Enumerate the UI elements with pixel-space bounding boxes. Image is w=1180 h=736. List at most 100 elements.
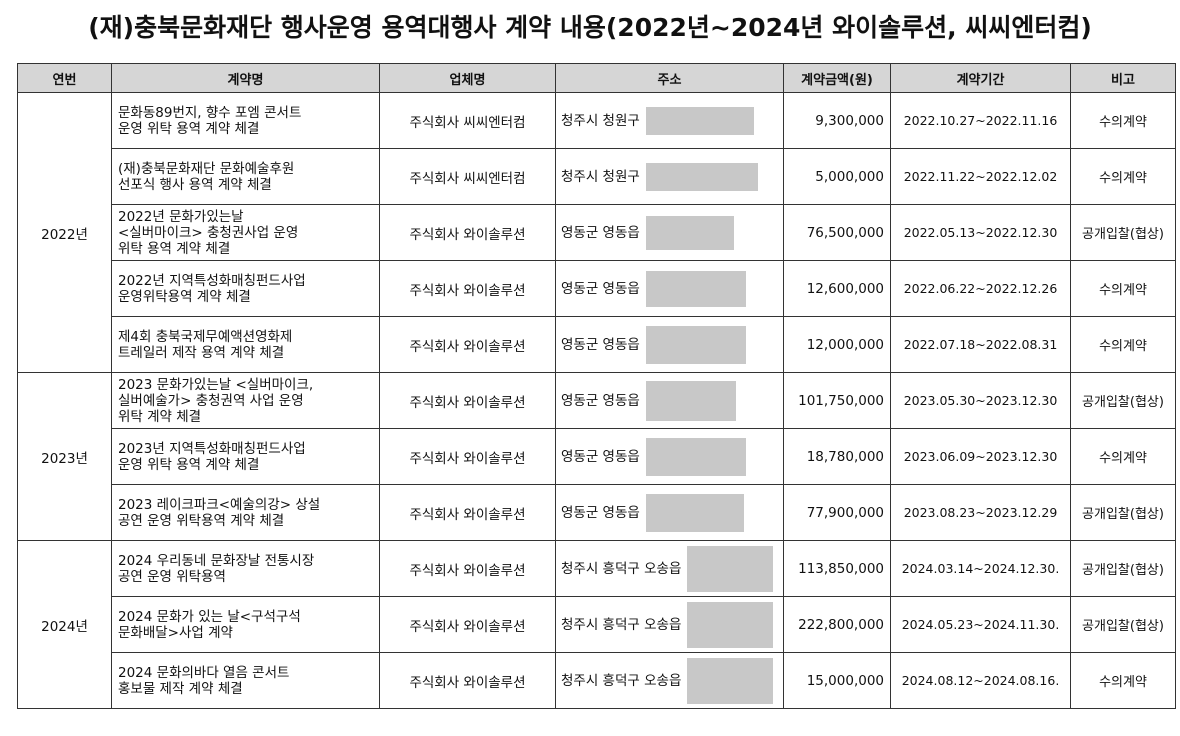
- amount-cell: 222,800,000: [783, 596, 891, 653]
- vendor-cell: 주식회사 씨씨엔터컴: [379, 148, 556, 205]
- contract-name-cell: 2024 문화가 있는 날<구석구석 문화배달>사업 계약: [111, 596, 380, 653]
- address-text: 청주시 청원구: [561, 112, 640, 129]
- period-cell: 2022.07.18~2022.08.31: [890, 316, 1071, 373]
- redaction-box: [645, 106, 754, 135]
- address-cell: 청주시 흥덕구 오송읍: [555, 652, 784, 709]
- period-cell: 2022.05.13~2022.12.30: [890, 204, 1071, 261]
- address-text: 영동군 영동읍: [561, 504, 640, 521]
- address-text: 영동군 영동읍: [561, 280, 640, 297]
- address-cell: 영동군 영동읍: [555, 428, 784, 485]
- address-text: 영동군 영동읍: [561, 448, 640, 465]
- vendor-cell: 주식회사 와이솔루션: [379, 596, 556, 653]
- note-cell: 공개입찰(협상): [1070, 540, 1176, 597]
- header-cell-serial: 연번: [17, 63, 112, 93]
- address-text: 영동군 영동읍: [561, 336, 640, 353]
- period-cell: 2023.08.23~2023.12.29: [890, 484, 1071, 541]
- period-cell: 2023.06.09~2023.12.30: [890, 428, 1071, 485]
- contract-name-cell: 2023 문화가있는날 <실버마이크, 실버예술가> 충청권역 사업 운영 위탁…: [111, 372, 380, 429]
- period-cell: 2023.05.30~2023.12.30: [890, 372, 1071, 429]
- amount-cell: 113,850,000: [783, 540, 891, 597]
- redaction-box: [645, 437, 746, 476]
- table-row: 2023 레이크파크<예술의강> 상설 공연 운영 위탁용역 계약 체결 주식회사…: [18, 484, 1176, 541]
- redaction-box: [645, 380, 736, 421]
- address-text: 영동군 영동읍: [561, 224, 640, 241]
- vendor-cell: 주식회사 와이솔루션: [379, 652, 556, 709]
- header-cell-period: 계약기간: [890, 63, 1071, 93]
- contract-name-cell: 2022년 문화가있는날 <실버마이크> 충청권사업 운영 위탁 용역 계약 체…: [111, 204, 380, 261]
- redaction-box: [645, 325, 746, 364]
- contract-name-cell: 2024 우리동네 문화장날 전통시장 공연 운영 위탁용역: [111, 540, 380, 597]
- address-cell: 청주시 청원구: [555, 92, 784, 149]
- document-title: (재)충북문화재단 행사운영 용역대행사 계약 내용(2022년~2024년 와…: [88, 13, 1092, 42]
- header-cell-address: 주소: [555, 63, 784, 93]
- note-cell: 공개입찰(협상): [1070, 596, 1176, 653]
- note-cell: 수의계약: [1070, 148, 1176, 205]
- redaction-box: [687, 657, 774, 704]
- period-cell: 2022.11.22~2022.12.02: [890, 148, 1071, 205]
- redaction-box: [645, 270, 746, 307]
- contract-name-cell: (재)충북문화재단 문화예술후원 선포식 행사 용역 계약 체결: [111, 148, 380, 205]
- address-cell: 영동군 영동읍: [555, 260, 784, 317]
- note-cell: 수의계약: [1070, 652, 1176, 709]
- vendor-cell: 주식회사 와이솔루션: [379, 484, 556, 541]
- note-cell: 수의계약: [1070, 316, 1176, 373]
- amount-cell: 76,500,000: [783, 204, 891, 261]
- header-cell-note: 비고: [1070, 63, 1176, 93]
- table-row: 2022년 지역특성화매칭펀드사업 운영위탁용역 계약 체결 주식회사 와이솔루션…: [18, 260, 1176, 317]
- header-cell-vendor: 업체명: [379, 63, 556, 93]
- note-cell: 공개입찰(협상): [1070, 372, 1176, 429]
- table-row: 2024 문화가 있는 날<구석구석 문화배달>사업 계약 주식회사 와이솔루션 청…: [18, 596, 1176, 653]
- amount-cell: 77,900,000: [783, 484, 891, 541]
- redaction-box: [687, 601, 774, 648]
- note-cell: 수의계약: [1070, 92, 1176, 149]
- address-cell: 영동군 영동읍: [555, 316, 784, 373]
- address-cell: 청주시 흥덕구 오송읍: [555, 540, 784, 597]
- period-cell: 2024.03.14~2024.12.30.: [890, 540, 1071, 597]
- address-cell: 청주시 흥덕구 오송읍: [555, 596, 784, 653]
- amount-cell: 15,000,000: [783, 652, 891, 709]
- redaction-box: [687, 545, 774, 592]
- vendor-cell: 주식회사 씨씨엔터컴: [379, 92, 556, 149]
- contract-name-cell: 2023 레이크파크<예술의강> 상설 공연 운영 위탁용역 계약 체결: [111, 484, 380, 541]
- vendor-cell: 주식회사 와이솔루션: [379, 372, 556, 429]
- address-cell: 영동군 영동읍: [555, 204, 784, 261]
- vendor-cell: 주식회사 와이솔루션: [379, 316, 556, 373]
- table-row: 2024년 2024 우리동네 문화장날 전통시장 공연 운영 위탁용역 주식회사 …: [17, 540, 1176, 709]
- table-row: 2024 문화의바다 열음 콘서트 홍보물 제작 계약 체결 주식회사 와이솔루션…: [18, 652, 1176, 709]
- redaction-box: [645, 215, 734, 250]
- address-text: 청주시 청원구: [561, 168, 640, 185]
- contract-name-cell: 2024 문화의바다 열음 콘서트 홍보물 제작 계약 체결: [111, 652, 380, 709]
- vendor-cell: 주식회사 와이솔루션: [379, 540, 556, 597]
- contract-table: 연번 계약명 업체명 주소 계약금액(원) 계약기간 비고 2022년 문화동89…: [17, 63, 1176, 709]
- contract-name-cell: 2022년 지역특성화매칭펀드사업 운영위탁용역 계약 체결: [111, 260, 380, 317]
- table-row: (재)충북문화재단 문화예술후원 선포식 행사 용역 계약 체결 주식회사 씨씨엔…: [18, 148, 1176, 205]
- amount-cell: 18,780,000: [783, 428, 891, 485]
- contract-name-cell: 제4회 충북국제무예액션영화제 트레일러 제작 용역 계약 체결: [111, 316, 380, 373]
- table-row: 2022년 문화가있는날 <실버마이크> 충청권사업 운영 위탁 용역 계약 체…: [18, 204, 1176, 261]
- vendor-cell: 주식회사 와이솔루션: [379, 204, 556, 261]
- redaction-box: [645, 162, 758, 191]
- header-cell-contract-name: 계약명: [111, 63, 380, 93]
- period-cell: 2024.05.23~2024.11.30.: [890, 596, 1071, 653]
- amount-cell: 12,000,000: [783, 316, 891, 373]
- address-cell: 영동군 영동읍: [555, 372, 784, 429]
- table-row: 2023년 2023 문화가있는날 <실버마이크, 실버예술가> 충청권역 사업 …: [17, 372, 1176, 541]
- note-cell: 수의계약: [1070, 260, 1176, 317]
- amount-cell: 101,750,000: [783, 372, 891, 429]
- amount-cell: 9,300,000: [783, 92, 891, 149]
- period-cell: 2024.08.12~2024.08.16.: [890, 652, 1071, 709]
- contract-name-cell: 2023년 지역특성화매칭펀드사업 운영 위탁 용역 계약 체결: [111, 428, 380, 485]
- note-cell: 공개입찰(협상): [1070, 204, 1176, 261]
- contract-name-cell: 문화동89번지, 향수 포엠 콘서트 운영 위탁 용역 계약 체결: [111, 92, 380, 149]
- period-cell: 2022.10.27~2022.11.16: [890, 92, 1071, 149]
- note-cell: 수의계약: [1070, 428, 1176, 485]
- address-text: 영동군 영동읍: [561, 392, 640, 409]
- amount-cell: 5,000,000: [783, 148, 891, 205]
- table-row: 제4회 충북국제무예액션영화제 트레일러 제작 용역 계약 체결 주식회사 와이솔…: [18, 316, 1176, 373]
- vendor-cell: 주식회사 와이솔루션: [379, 428, 556, 485]
- address-cell: 영동군 영동읍: [555, 484, 784, 541]
- year-cell: 2024년: [17, 540, 112, 709]
- period-cell: 2022.06.22~2022.12.26: [890, 260, 1071, 317]
- header-cell-amount: 계약금액(원): [783, 63, 891, 93]
- year-cell: 2023년: [17, 372, 112, 541]
